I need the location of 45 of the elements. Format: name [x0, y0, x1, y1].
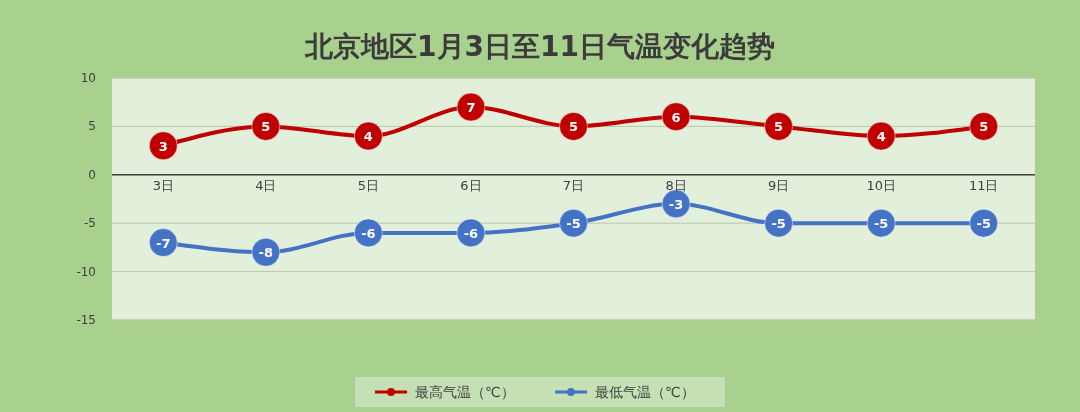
point: [456, 92, 486, 122]
data-label: -5: [566, 216, 581, 232]
point: [251, 111, 281, 141]
x-tick-label: 9日: [767, 177, 790, 193]
x-tick-label: 6日: [460, 177, 482, 193]
data-label: 4: [363, 129, 373, 145]
data-label: -5: [873, 216, 889, 232]
point: [661, 102, 691, 132]
data-label: 5: [979, 119, 989, 135]
legend-label: 最低气温（℃）: [595, 384, 695, 400]
data-label: -5: [771, 216, 786, 232]
data-label: 5: [774, 119, 784, 135]
data-label: 6: [671, 109, 681, 125]
data-label: 7: [466, 100, 476, 116]
x-tick-label: 5日: [357, 177, 380, 193]
x-tick-label: 7日: [562, 177, 585, 193]
data-label: 4: [876, 129, 886, 145]
point: [969, 111, 999, 141]
data-label: -8: [258, 245, 274, 261]
data-label: -3: [668, 196, 684, 212]
x-tick-label: 3日: [152, 177, 174, 193]
data-label: 3: [158, 138, 168, 154]
y-tick-label: -10: [76, 264, 96, 279]
x-tick-label: 8日: [665, 177, 687, 193]
point: [866, 121, 896, 151]
data-label: 5: [261, 119, 271, 135]
data-label: -6: [361, 225, 376, 241]
y-tick-label: 0: [88, 167, 96, 182]
point: [559, 111, 588, 141]
y-tick-label: -15: [76, 313, 96, 327]
point: [764, 111, 794, 141]
data-label: -7: [156, 235, 171, 251]
point: [148, 131, 178, 161]
legend-label: 最高气温（℃）: [415, 384, 515, 400]
data-label: -6: [463, 225, 479, 241]
chart-title: 北京地区1月3日至11日气温变化趋势: [304, 30, 775, 63]
point: [353, 121, 383, 151]
y-tick-label: -5: [84, 216, 96, 231]
x-tick-label: 4日: [255, 177, 277, 193]
y-tick-label: 5: [88, 119, 96, 134]
data-label: 5: [568, 119, 579, 135]
x-tick-label: 10日: [866, 177, 896, 193]
data-label: -5: [976, 216, 991, 232]
y-tick-label: 10: [80, 71, 96, 85]
x-tick-label: 11日: [968, 177, 999, 193]
